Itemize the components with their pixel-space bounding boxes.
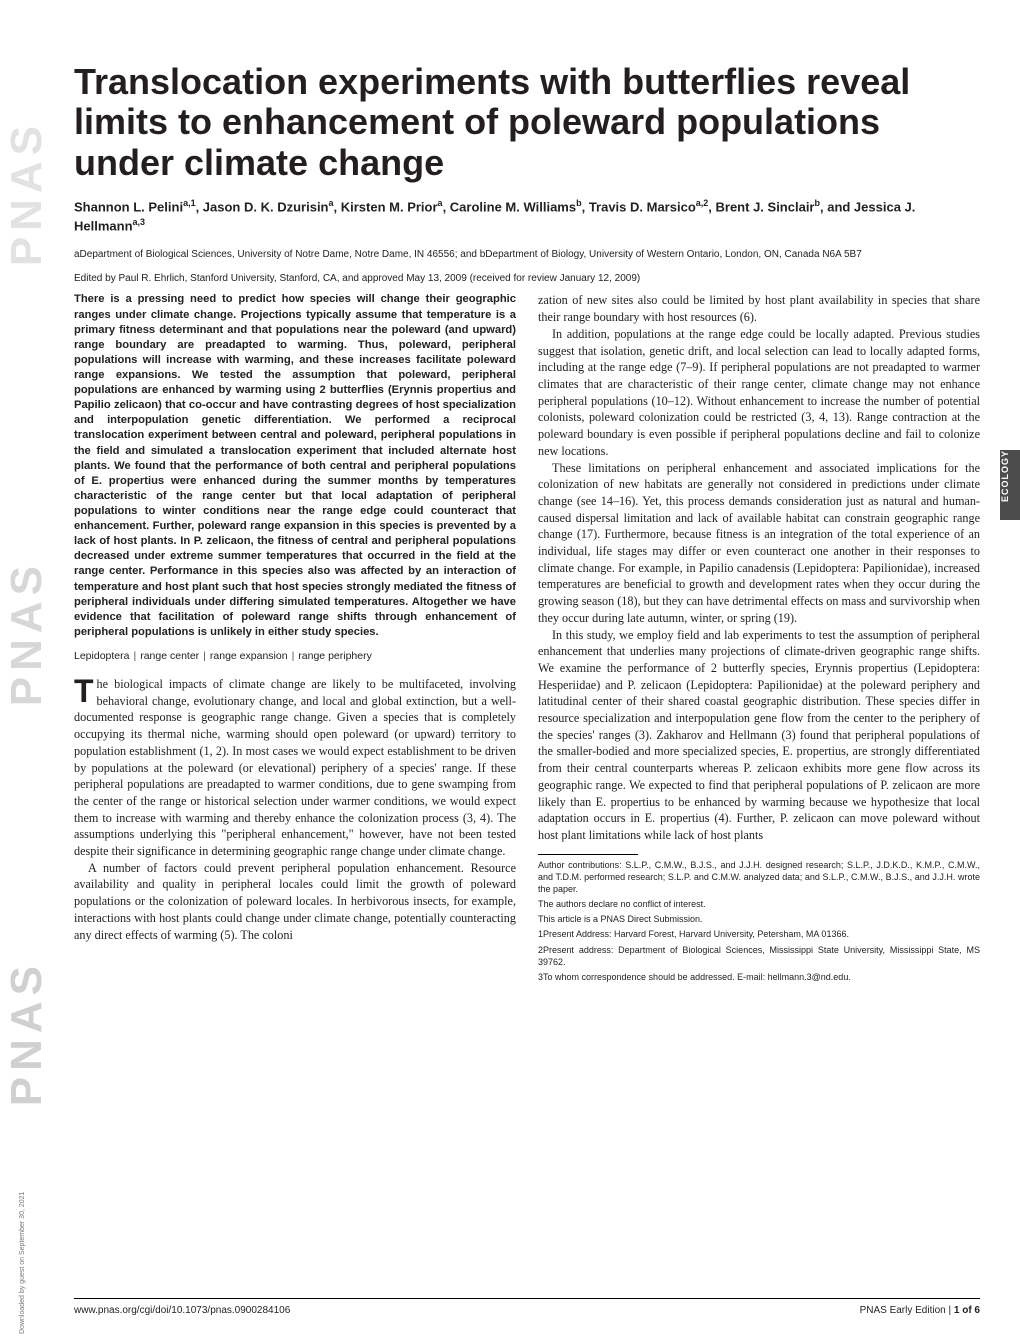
article-title: Translocation experiments with butterfli… (74, 62, 980, 183)
body-paragraph: In addition, populations at the range ed… (538, 326, 980, 460)
body-paragraph: A number of factors could prevent periph… (74, 860, 516, 944)
side-strip: PNAS PNAS PNAS (0, 0, 50, 1344)
body-paragraph: zation of new sites also could be limite… (538, 292, 980, 325)
keywords: Lepidoptera|range center|range expansion… (74, 650, 516, 662)
dropcap: T (74, 676, 97, 706)
page: Translocation experiments with butterfli… (74, 62, 980, 1244)
footnote-correspondence: 3To whom correspondence should be addres… (538, 971, 980, 983)
keyword: range periphery (298, 650, 372, 662)
edited-by: Edited by Paul R. Ehrlich, Stanford Univ… (74, 273, 980, 284)
body-paragraph: These limitations on peripheral enhancem… (538, 460, 980, 627)
keyword: range expansion (210, 650, 288, 662)
footnote-rule (538, 854, 638, 855)
footer-sep: | (946, 1305, 954, 1316)
body-text: he biological impacts of climate change … (74, 677, 516, 858)
footnote-direct-submission: This article is a PNAS Direct Submission… (538, 913, 980, 925)
keyword-separator: | (288, 650, 299, 662)
footnote-author-contrib: Author contributions: S.L.P., C.M.W., B.… (538, 859, 980, 895)
footer-page-num: 1 of 6 (954, 1305, 980, 1316)
keyword-separator: | (129, 650, 140, 662)
keyword-separator: | (199, 650, 210, 662)
pnas-watermark-bottom: PNAS (2, 960, 52, 1106)
footer-journal: PNAS Early Edition (860, 1305, 946, 1316)
section-tab-label: ECOLOGY (1000, 450, 1014, 516)
body-paragraph: The biological impacts of climate change… (74, 676, 516, 860)
abstract: There is a pressing need to predict how … (74, 292, 516, 640)
pnas-watermark-mid: PNAS (2, 560, 52, 706)
keyword: Lepidoptera (74, 650, 129, 662)
author-list: Shannon L. Pelinia,1, Jason D. K. Dzuris… (74, 197, 980, 236)
affiliations: aDepartment of Biological Sciences, Univ… (74, 248, 980, 262)
footer-doi: www.pnas.org/cgi/doi/10.1073/pnas.090028… (74, 1305, 290, 1316)
footnote-present-address-2: 2Present address: Department of Biologic… (538, 944, 980, 968)
footnote-present-address-1: 1Present Address: Harvard Forest, Harvar… (538, 928, 980, 940)
two-column-body: There is a pressing need to predict how … (74, 292, 980, 1244)
keyword: range center (140, 650, 199, 662)
footnote-conflict: The authors declare no conflict of inter… (538, 898, 980, 910)
footer-pages: PNAS Early Edition | 1 of 6 (860, 1305, 980, 1316)
section-tab: ECOLOGY (1000, 450, 1020, 520)
body-paragraph: In this study, we employ field and lab e… (538, 627, 980, 844)
page-footer: www.pnas.org/cgi/doi/10.1073/pnas.090028… (74, 1298, 980, 1316)
download-note: Downloaded by guest on September 30, 202… (19, 1192, 26, 1334)
pnas-watermark-top: PNAS (2, 120, 52, 266)
